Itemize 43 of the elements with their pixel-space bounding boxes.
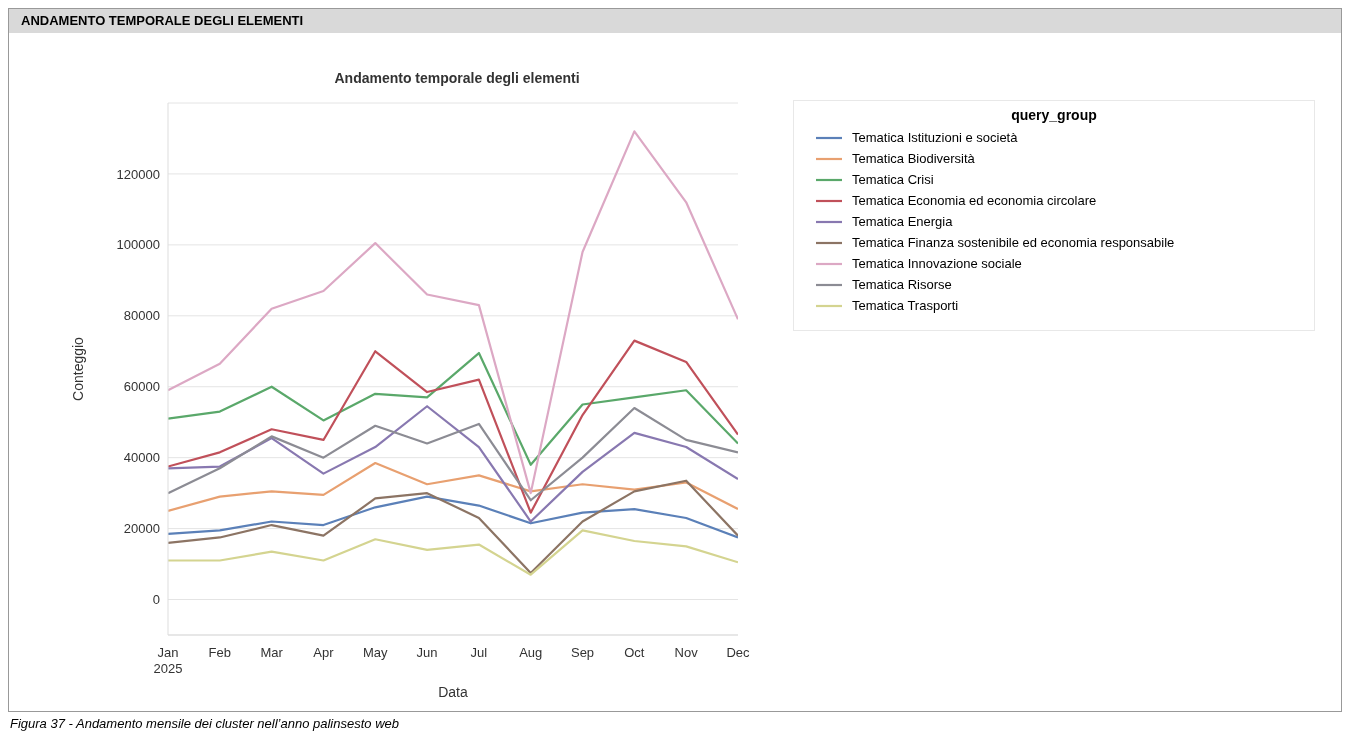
y-tick-label: 100000 <box>116 237 160 253</box>
legend-label: Tematica Risorse <box>852 277 952 292</box>
y-tick-label: 20000 <box>123 521 160 537</box>
y-tick-label: 40000 <box>123 450 160 466</box>
x-tick-label: Nov <box>674 645 699 660</box>
line-series <box>168 339 738 514</box>
x-tick-label: Aug <box>519 645 543 660</box>
y-tick-label: 0 <box>152 592 160 608</box>
legend-label: Tematica Innovazione sociale <box>852 256 1022 271</box>
line-series <box>168 405 738 523</box>
legend-title: query_group <box>1010 107 1098 123</box>
x-tick-label: Jan 2025 <box>153 645 183 676</box>
legend-label: Tematica Trasporti <box>852 298 959 313</box>
x-tick-label: Jun <box>416 645 438 660</box>
x-tick-label: Jul <box>470 645 488 660</box>
line-series <box>168 351 738 466</box>
x-tick-label: Sep <box>570 645 595 660</box>
line-series <box>168 130 738 495</box>
line-series <box>168 529 738 576</box>
legend-label: Tematica Crisi <box>852 172 934 187</box>
y-tick-label: 60000 <box>123 379 160 395</box>
chart-subtitle: ANDAMENTO TEMPORALE DEGLI ELEMENTI <box>9 9 1341 33</box>
legend-label: Tematica Energia <box>852 214 953 229</box>
x-tick-label: Mar <box>260 645 284 660</box>
legend-label: Tematica Istituzioni e società <box>852 130 1018 145</box>
x-tick-label: Oct <box>624 645 645 660</box>
x-tick-label: Apr <box>313 645 335 660</box>
y-tick-label: 80000 <box>123 308 160 324</box>
x-axis-title: Data <box>438 684 468 700</box>
line-series <box>168 479 738 575</box>
x-tick-label: Feb <box>208 645 232 660</box>
line-series <box>168 495 738 539</box>
x-tick-label: Dec <box>726 645 751 660</box>
y-tick-label: 120000 <box>116 166 160 182</box>
line-series <box>168 406 738 502</box>
text: Figura 37 - Andamento mensile dei cluster nell’anno palinsesto web <box>10 716 400 731</box>
x-tick-label: May <box>362 645 389 660</box>
line-series <box>168 461 738 512</box>
legend-label: Tematica Economia ed economia circolare <box>852 193 1097 208</box>
legend-label: Tematica Finanza sostenibile ed economia responsabile <box>852 235 1175 250</box>
y-axis-title: Conteggio <box>69 336 86 401</box>
legend-label: Tematica Biodiversità <box>852 151 975 166</box>
chart-title: Andamento temporale degli elementi <box>333 70 581 86</box>
